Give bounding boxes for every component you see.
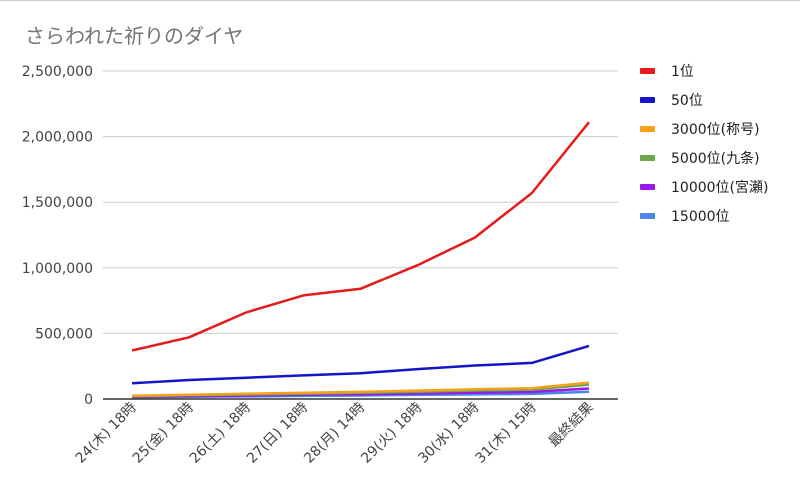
- legend-label: 3000位(称号): [671, 122, 760, 138]
- y-tick-label: 2,500,000: [22, 64, 93, 80]
- legend-swatch: [640, 213, 655, 219]
- x-tick-label: 31(木) 15時: [473, 400, 540, 467]
- legend-label: 50位: [671, 93, 703, 109]
- series-line-2: [131, 344, 590, 385]
- legend-label: 1位: [671, 64, 694, 80]
- legend-swatch: [640, 126, 655, 132]
- legend-swatch: [640, 97, 655, 103]
- x-tick-label: 最終結果: [546, 400, 597, 451]
- y-tick-label: 1,500,000: [22, 195, 93, 211]
- y-tick-label: 1,000,000: [22, 261, 93, 277]
- y-tick-label: 2,000,000: [22, 130, 93, 146]
- legend-swatch: [640, 184, 655, 190]
- y-tick-label: 0: [84, 392, 93, 408]
- chart-title: さらわれた祈りのダイヤ: [25, 24, 244, 48]
- legend-swatch: [640, 68, 655, 74]
- legend-swatch: [640, 155, 655, 161]
- series-line-1: [131, 121, 590, 352]
- y-tick-label: 500,000: [35, 326, 93, 342]
- legend-label: 10000位(宮瀬): [671, 180, 769, 196]
- series-line-3: [131, 381, 590, 397]
- legend-label: 5000位(九条): [671, 151, 760, 167]
- legend-label: 15000位: [671, 209, 730, 225]
- top-divider: [0, 0, 800, 1]
